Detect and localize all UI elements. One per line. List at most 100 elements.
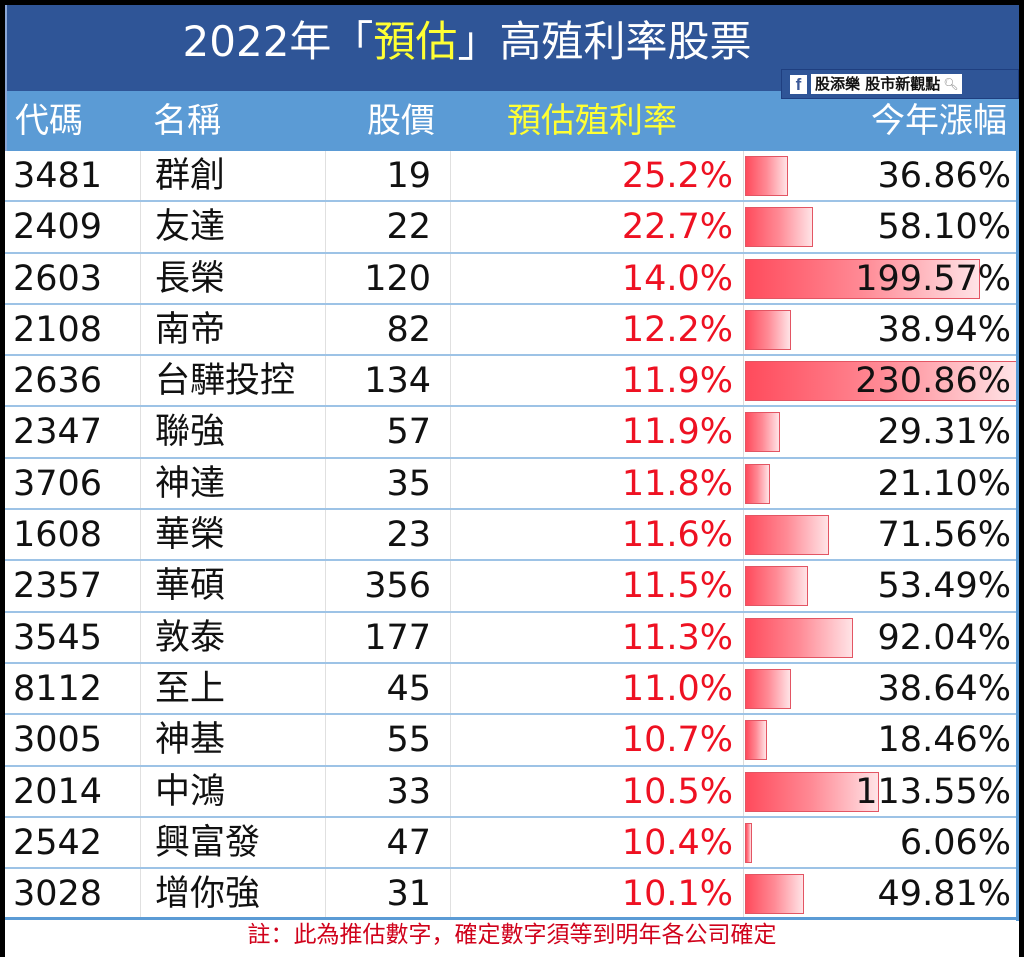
change-data-bar — [745, 361, 1017, 402]
table-row: 2542 興富發 47 10.4% 6.06% — [5, 817, 1019, 870]
cell-yield: 11.3% — [450, 612, 737, 662]
cell-yield: 14.0% — [450, 253, 737, 303]
cell-price: 55 — [325, 715, 450, 765]
change-data-bar — [745, 515, 829, 556]
cell-name: 華榮 — [140, 510, 325, 560]
table-row: 2636 台驊投控 134 11.9% 230.86% — [5, 356, 1019, 408]
page-title: 2022年「預估」高殖利率股票 — [7, 15, 927, 69]
table-image: 2022年「預估」高殖利率股票 代碼 名稱 股價 預估殖利率 今年漲幅 f 股添… — [5, 5, 1019, 957]
change-value: 92.04% — [877, 617, 1011, 658]
title-bar: 2022年「預估」高殖利率股票 — [5, 5, 1019, 91]
cell-name: 興富發 — [140, 817, 325, 868]
watermark-label: 股添樂 股市新觀點 — [815, 75, 941, 93]
change-data-bar — [745, 463, 770, 504]
cell-price: 57 — [325, 407, 450, 457]
table-row: 2357 華碩 356 11.5% 53.49% — [5, 561, 1019, 613]
title-highlight: 預估 — [373, 17, 458, 66]
change-data-bar — [745, 617, 853, 658]
table-row: 2603 長榮 120 14.0% 199.57% — [5, 253, 1019, 305]
cell-name: 神基 — [140, 715, 325, 765]
change-data-bar — [745, 207, 813, 248]
table-row: 1608 華榮 23 11.6% 71.56% — [5, 510, 1019, 562]
cell-price: 356 — [325, 561, 450, 611]
header-change: 今年漲幅 — [871, 101, 1007, 141]
title-suffix: 」高殖利率股票 — [457, 17, 752, 66]
change-value: 38.94% — [877, 309, 1011, 350]
cell-name: 中鴻 — [140, 766, 325, 816]
cell-name: 群創 — [140, 151, 325, 201]
change-value: 49.81% — [877, 874, 1011, 915]
table-row: 2108 南帝 82 12.2% 38.94% — [5, 304, 1019, 357]
cell-code: 3706 — [13, 463, 103, 504]
cell-yield: 11.9% — [450, 407, 737, 457]
cell-change: 21.10% — [743, 458, 1019, 509]
header-code: 代碼 — [15, 101, 83, 141]
cell-price: 45 — [325, 663, 450, 714]
change-value: 113.55% — [855, 771, 1011, 812]
cell-code: 8112 — [13, 668, 103, 709]
cell-name: 南帝 — [140, 304, 325, 355]
table-row: 3005 神基 55 10.7% 18.46% — [5, 715, 1019, 767]
cell-price: 19 — [325, 151, 450, 201]
cell-price: 82 — [325, 304, 450, 355]
cell-change: 38.94% — [743, 304, 1019, 355]
cell-yield: 11.8% — [450, 458, 737, 509]
table-right-border — [1016, 151, 1019, 921]
cell-change: 113.55% — [743, 766, 1019, 816]
table-row: 3481 群創 19 25.2% 36.86% — [5, 151, 1019, 203]
change-data-bar — [745, 720, 767, 761]
cell-code: 2603 — [13, 258, 103, 299]
cell-code: 3005 — [13, 720, 103, 761]
cell-code: 3481 — [13, 156, 103, 196]
change-value: 29.31% — [877, 412, 1011, 453]
change-data-bar — [745, 874, 804, 915]
cell-yield: 10.5% — [450, 766, 737, 816]
change-data-bar — [745, 156, 788, 196]
cell-name: 華碩 — [140, 561, 325, 611]
cell-change: 58.10% — [743, 202, 1019, 252]
change-data-bar — [745, 771, 879, 812]
change-data-bar — [745, 822, 752, 863]
change-value: 6.06% — [899, 822, 1011, 863]
cell-price: 23 — [325, 510, 450, 560]
change-value: 21.10% — [877, 463, 1011, 504]
cell-name: 友達 — [140, 202, 325, 252]
header-yield: 預估殖利率 — [507, 101, 677, 141]
footnote: 註：此為推估數字，確定數字須等到明年各公司確定 — [247, 922, 777, 948]
cell-code: 2409 — [13, 207, 103, 248]
change-value: 36.86% — [877, 156, 1011, 196]
cell-name: 增你強 — [140, 869, 325, 918]
cell-change: 230.86% — [743, 356, 1019, 406]
cell-name: 聯強 — [140, 407, 325, 457]
cell-yield: 11.5% — [450, 561, 737, 611]
cell-yield: 12.2% — [450, 304, 737, 355]
cell-yield: 11.0% — [450, 663, 737, 714]
watermark-badge: f 股添樂 股市新觀點 🔍︎ — [781, 69, 1019, 99]
change-value: 71.56% — [877, 515, 1011, 556]
change-value: 53.49% — [877, 566, 1011, 607]
table-header: 代碼 名稱 股價 預估殖利率 今年漲幅 — [5, 91, 1019, 151]
cell-price: 134 — [325, 356, 450, 406]
cell-code: 3028 — [13, 874, 103, 915]
cell-change: 6.06% — [743, 817, 1019, 868]
cell-code: 2347 — [13, 412, 103, 453]
table-row: 2347 聯強 57 11.9% 29.31% — [5, 407, 1019, 459]
facebook-icon: f — [790, 74, 807, 94]
cell-change: 36.86% — [743, 151, 1019, 201]
cell-price: 22 — [325, 202, 450, 252]
cell-yield: 10.4% — [450, 817, 737, 868]
cell-change: 49.81% — [743, 869, 1019, 918]
cell-change: 71.56% — [743, 510, 1019, 560]
table-row: 3706 神達 35 11.8% 21.10% — [5, 458, 1019, 511]
cell-code: 2108 — [13, 309, 103, 350]
cell-price: 177 — [325, 612, 450, 662]
cell-code: 2542 — [13, 822, 103, 863]
table-row: 3028 增你強 31 10.1% 49.81% — [5, 869, 1019, 921]
search-icon: 🔍︎ — [943, 77, 959, 91]
cell-code: 2357 — [13, 566, 103, 607]
change-value: 230.86% — [855, 361, 1011, 402]
table-row: 8112 至上 45 11.0% 38.64% — [5, 663, 1019, 716]
table-body: 3481 群創 19 25.2% 36.86% 2409 友達 22 22.7% 58.10% 26… — [5, 151, 1019, 921]
cell-change: 199.57% — [743, 253, 1019, 303]
cell-change: 53.49% — [743, 561, 1019, 611]
